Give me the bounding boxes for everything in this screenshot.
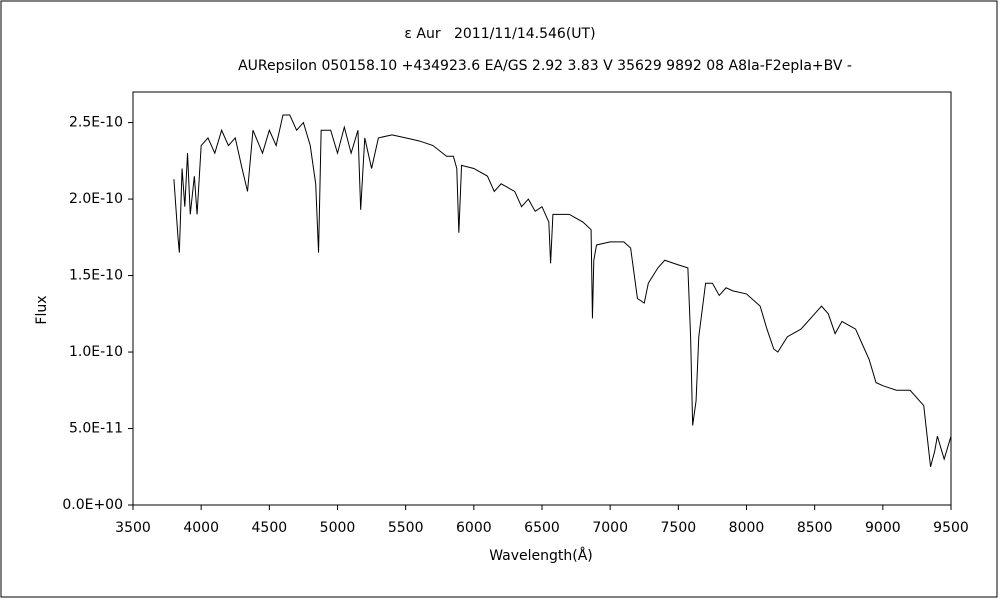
y-tick-label: 2.5E-10: [69, 115, 123, 131]
y-tick-label: 2.0E-10: [69, 191, 123, 207]
x-tick-label: 3500: [115, 520, 151, 536]
x-tick-label: 7500: [661, 520, 697, 536]
x-tick-label: 7000: [592, 520, 628, 536]
x-tick-label: 6500: [524, 520, 560, 536]
chart-subtitle: AURepsilon 050158.10 +434923.6 EA/GS 2.9…: [238, 58, 852, 74]
x-tick-label: 4500: [252, 520, 288, 536]
x-tick-label: 9500: [933, 520, 969, 536]
x-tick-label: 8000: [729, 520, 765, 536]
x-tick-label: 5000: [320, 520, 356, 536]
x-axis-label: Wavelength(Å): [489, 547, 593, 564]
plot-area: [132, 91, 952, 506]
x-tick-label: 8500: [797, 520, 833, 536]
y-tick-label: 1.5E-10: [69, 268, 123, 284]
x-tick-label: 9000: [865, 520, 901, 536]
y-tick-label: 0.0E+00: [62, 497, 123, 513]
x-tick-label: 6000: [456, 520, 492, 536]
x-tick-label: 5500: [388, 520, 424, 536]
spectrum-line: [173, 114, 952, 467]
y-axis-label: Flux: [34, 295, 50, 324]
chart-title: ε Aur 2011/11/14.546(UT): [404, 26, 595, 42]
y-tick-label: 5.0E-11: [69, 421, 123, 437]
x-tick-label: 4000: [183, 520, 219, 536]
y-tick-label: 1.0E-10: [69, 344, 123, 360]
